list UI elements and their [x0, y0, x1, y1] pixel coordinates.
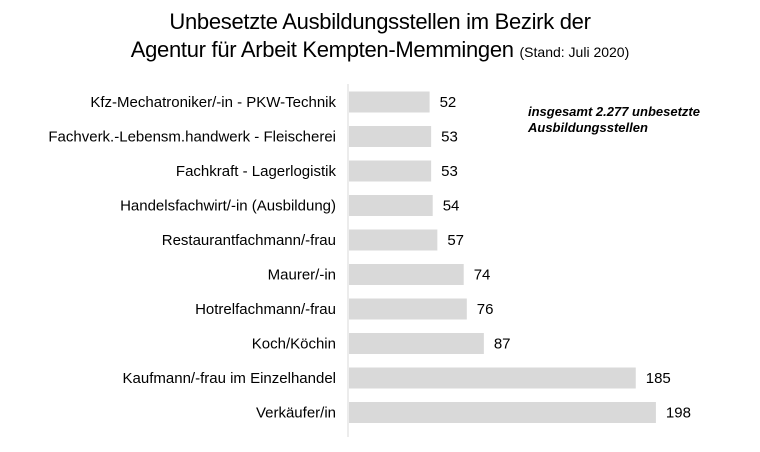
- category-label: Hotrelfachmann/-frau: [195, 301, 336, 318]
- chart-title: Unbesetzte Ausbildungsstellen im Bezirk …: [0, 8, 760, 66]
- title-line-1: Unbesetzte Ausbildungsstellen im Bezirk …: [169, 9, 591, 34]
- bar: [349, 126, 432, 147]
- data-label: 52: [440, 94, 457, 111]
- bar: [349, 402, 656, 423]
- category-label: Fachkraft - Lagerlogistik: [176, 163, 337, 180]
- data-label: 76: [477, 301, 494, 318]
- data-label: 53: [441, 163, 458, 180]
- data-label: 185: [646, 370, 671, 387]
- bar: [349, 229, 438, 251]
- category-label: Kaufmann/-frau im Einzelhandel: [123, 370, 336, 387]
- bar: [349, 264, 464, 285]
- bar: [349, 195, 433, 216]
- category-label: Maurer/-in: [268, 267, 336, 284]
- data-label: 53: [441, 129, 458, 146]
- category-label: Fachverk.-Lebensm.handwerk - Fleischerei: [48, 129, 336, 146]
- data-label: 198: [666, 405, 691, 422]
- category-label: Verkäufer/in: [256, 405, 336, 422]
- data-label: 87: [494, 336, 511, 353]
- data-label: 54: [443, 198, 460, 215]
- category-label: Kfz-Mechatroniker/-in - PKW-Technik: [90, 94, 336, 111]
- title-line-2: Agentur für Arbeit Kempten-Memmingen (St…: [0, 36, 760, 66]
- bar: [349, 298, 467, 320]
- total-annotation: insgesamt 2.277 unbesetzte Ausbildungsst…: [528, 104, 700, 135]
- bar: [349, 91, 430, 113]
- data-label: 74: [474, 267, 491, 284]
- data-label: 57: [447, 232, 464, 249]
- bar: [349, 367, 636, 389]
- bar: [349, 160, 432, 182]
- chart-subtitle: (Stand: Juli 2020): [519, 44, 630, 60]
- bar: [349, 333, 484, 354]
- title-line-2-text: Agentur für Arbeit Kempten-Memmingen: [130, 37, 514, 62]
- category-label: Restaurantfachmann/-frau: [162, 232, 336, 249]
- category-label: Koch/Köchin: [252, 336, 336, 353]
- category-label: Handelsfachwirt/-in (Ausbildung): [120, 198, 336, 215]
